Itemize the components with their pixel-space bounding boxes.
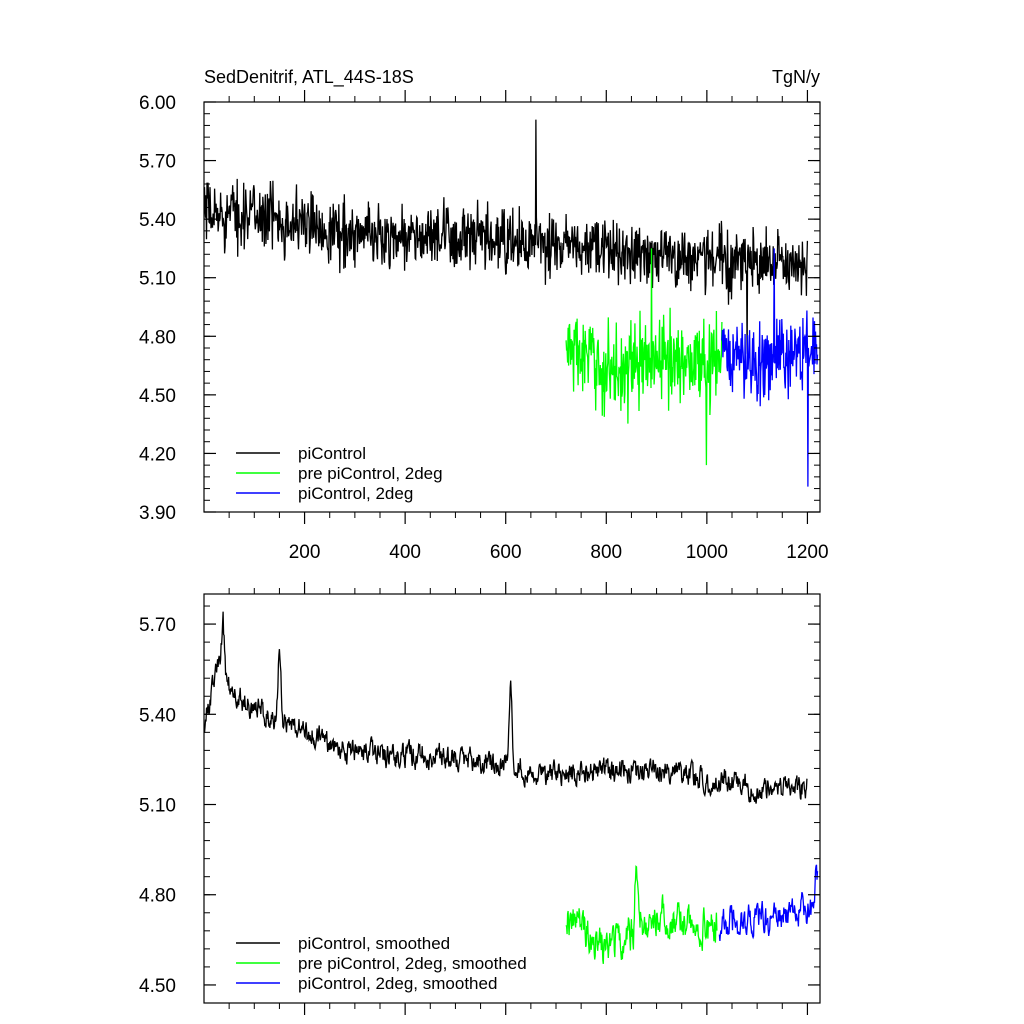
series-line [203,119,809,354]
y-tick-label: 4.50 [139,976,176,997]
x-tick-label: 200 [289,542,321,563]
series-line [565,865,718,964]
series-line [565,248,723,466]
y-tick-label: 5.70 [139,152,176,173]
series-line [203,611,808,804]
x-tick-label: 1200 [786,542,828,563]
y-tick-label: 4.80 [139,886,176,907]
bottom-series-group [203,611,819,964]
series-line [718,864,819,942]
y-tick-label: 3.90 [139,503,176,524]
top-axes [203,101,821,513]
plot-frame [203,101,821,513]
y-tick-label: 5.70 [139,615,176,636]
legend-label: pre piControl, 2deg [298,464,443,483]
legend-label: piControl, 2deg, smoothed [298,974,497,993]
bottom-axes [203,593,821,1004]
legend-label: piControl, 2deg [298,484,413,503]
y-tick-label: 5.40 [139,210,176,231]
y-tick-label: 5.40 [139,705,176,726]
y-tick-label: 4.80 [139,327,176,348]
top-panel: SedDenitrif, ATL_44S-18S TgN/y 3.90 4.20 4… [139,67,829,563]
x-tick-label: 800 [590,542,622,563]
bottom-panel: 4.50 4.80 5.10 5.40 5.70 piControl, smoothed… [139,582,821,1015]
legend-label: piControl, smoothed [298,934,450,953]
y-tick-label: 4.50 [139,386,176,407]
x-tick-label: 400 [389,542,421,563]
y-tick-label: 6.00 [139,93,176,114]
top-series-group [203,119,819,487]
series-line [721,248,819,487]
x-tick-label: 1000 [686,542,728,563]
y-tick-label: 5.10 [139,796,176,817]
bottom-ticks: 4.50 4.80 5.10 5.40 5.70 [139,582,820,1015]
chart-title: SedDenitrif, ATL_44S-18S [204,67,414,88]
y-tick-label: 5.10 [139,269,176,290]
plot-frame [203,593,821,1004]
y-tick-label: 4.20 [139,444,176,465]
legend-label: piControl [298,444,366,463]
x-tick-label: 600 [490,542,522,563]
legend-label: pre piControl, 2deg, smoothed [298,954,527,973]
chart-units: TgN/y [772,67,820,87]
top-ticks: 3.90 4.20 4.50 4.80 5.10 5.40 5.70 6.00 200 400 60… [139,90,829,563]
